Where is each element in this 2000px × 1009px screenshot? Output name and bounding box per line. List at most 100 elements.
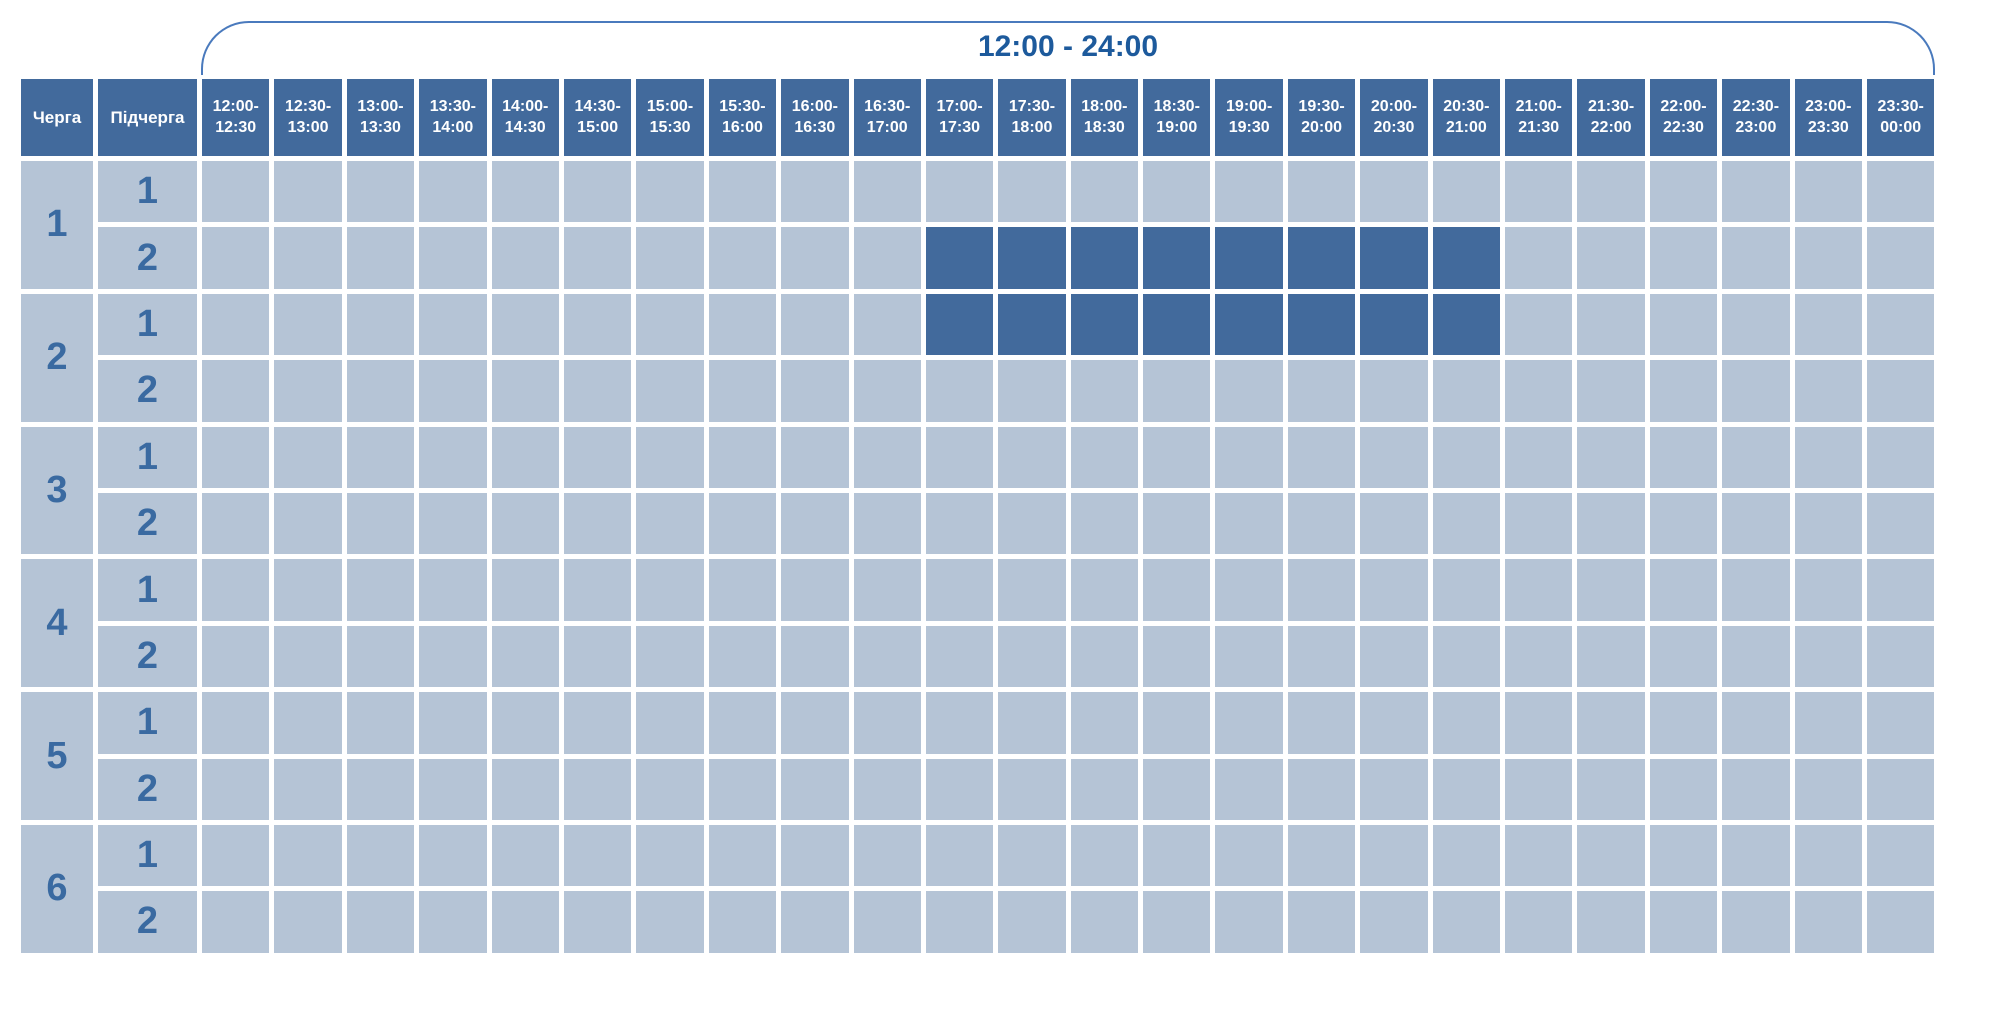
- time-cell: [1794, 227, 1862, 289]
- time-cell: [1215, 891, 1283, 953]
- time-cell: [346, 891, 415, 953]
- time-cell: [1215, 625, 1283, 688]
- time-cell: [636, 559, 704, 621]
- time-cell: [1070, 161, 1139, 223]
- time-slot-header: 23:30- 00:00: [1866, 79, 1935, 156]
- time-cell: [563, 758, 632, 820]
- time-cell: [925, 161, 994, 223]
- time-slot-header: 19:30- 20:00: [1287, 79, 1356, 156]
- outage-time-cell: [1143, 227, 1211, 289]
- time-cell: [419, 426, 487, 488]
- time-cell: [1577, 161, 1645, 223]
- time-cell: [419, 293, 487, 356]
- time-cell: [274, 360, 342, 422]
- time-cell: [1432, 625, 1501, 688]
- outage-time-cell: [925, 227, 994, 289]
- time-cell: [781, 758, 849, 820]
- time-slot-header: 20:30- 21:00: [1432, 79, 1501, 156]
- time-cell: [636, 360, 704, 422]
- time-cell: [491, 492, 559, 555]
- subqueue-cell: 1: [98, 293, 197, 356]
- time-slot-header: 16:30- 17:00: [853, 79, 921, 156]
- time-cell: [1577, 227, 1645, 289]
- time-cell: [781, 891, 849, 953]
- time-cell: [636, 758, 704, 820]
- time-cell: [853, 625, 921, 688]
- time-cell: [491, 559, 559, 621]
- time-cell: [1070, 692, 1139, 754]
- time-cell: [781, 824, 849, 887]
- time-cell: [1287, 758, 1356, 820]
- time-cell: [708, 360, 777, 422]
- time-cell: [1794, 891, 1862, 953]
- time-cell: [563, 891, 632, 953]
- time-slot-header: 17:00- 17:30: [925, 79, 994, 156]
- time-cell: [1287, 625, 1356, 688]
- time-cell: [781, 227, 849, 289]
- time-cell: [1287, 824, 1356, 887]
- time-cell: [1432, 426, 1501, 488]
- time-cell: [1794, 161, 1862, 223]
- time-cell: [1722, 758, 1790, 820]
- time-cell: [491, 426, 559, 488]
- time-cell: [1577, 559, 1645, 621]
- time-cell: [1215, 492, 1283, 555]
- time-cell: [346, 559, 415, 621]
- time-cell: [853, 758, 921, 820]
- time-cell: [1649, 492, 1718, 555]
- time-cell: [853, 492, 921, 555]
- time-cell: [1722, 891, 1790, 953]
- time-cell: [1070, 891, 1139, 953]
- time-cell: [1432, 161, 1501, 223]
- time-cell: [781, 625, 849, 688]
- time-cell: [274, 824, 342, 887]
- time-cell: [1215, 360, 1283, 422]
- time-cell: [1143, 891, 1211, 953]
- time-cell: [419, 161, 487, 223]
- time-cell: [1505, 559, 1573, 621]
- time-cell: [1215, 692, 1283, 754]
- time-cell: [925, 625, 994, 688]
- time-cell: [925, 492, 994, 555]
- time-slot-header: 22:30- 23:00: [1722, 79, 1790, 156]
- time-cell: [1432, 758, 1501, 820]
- outage-time-cell: [1432, 293, 1501, 356]
- time-cell: [636, 625, 704, 688]
- time-cell: [202, 426, 270, 488]
- time-slot-header: 14:30- 15:00: [563, 79, 632, 156]
- time-cell: [346, 293, 415, 356]
- time-cell: [346, 227, 415, 289]
- time-cell: [491, 161, 559, 223]
- outage-time-cell: [925, 293, 994, 356]
- time-cell: [1505, 758, 1573, 820]
- time-cell: [563, 692, 632, 754]
- time-cell: [781, 360, 849, 422]
- time-cell: [1432, 360, 1501, 422]
- time-cell: [1360, 426, 1428, 488]
- time-cell: [1070, 559, 1139, 621]
- time-cell: [1649, 559, 1718, 621]
- time-cell: [1287, 692, 1356, 754]
- outage-time-cell: [1070, 293, 1139, 356]
- time-cell: [781, 293, 849, 356]
- time-cell: [274, 426, 342, 488]
- time-cell: [491, 227, 559, 289]
- time-cell: [1649, 891, 1718, 953]
- time-cell: [1577, 824, 1645, 887]
- outage-time-cell: [1070, 227, 1139, 289]
- time-cell: [563, 824, 632, 887]
- time-cell: [1505, 625, 1573, 688]
- time-cell: [274, 758, 342, 820]
- time-cell: [1866, 625, 1935, 688]
- time-cell: [202, 692, 270, 754]
- time-cell: [419, 559, 487, 621]
- time-cell: [1143, 559, 1211, 621]
- time-cell: [202, 227, 270, 289]
- time-cell: [419, 824, 487, 887]
- time-cell: [1866, 692, 1935, 754]
- queue-cell: 1: [21, 161, 93, 289]
- time-cell: [1070, 360, 1139, 422]
- time-cell: [998, 559, 1066, 621]
- subqueue-cell: 1: [98, 692, 197, 754]
- outage-time-cell: [1215, 293, 1283, 356]
